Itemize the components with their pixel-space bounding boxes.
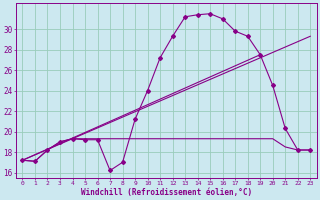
X-axis label: Windchill (Refroidissement éolien,°C): Windchill (Refroidissement éolien,°C) — [81, 188, 252, 197]
